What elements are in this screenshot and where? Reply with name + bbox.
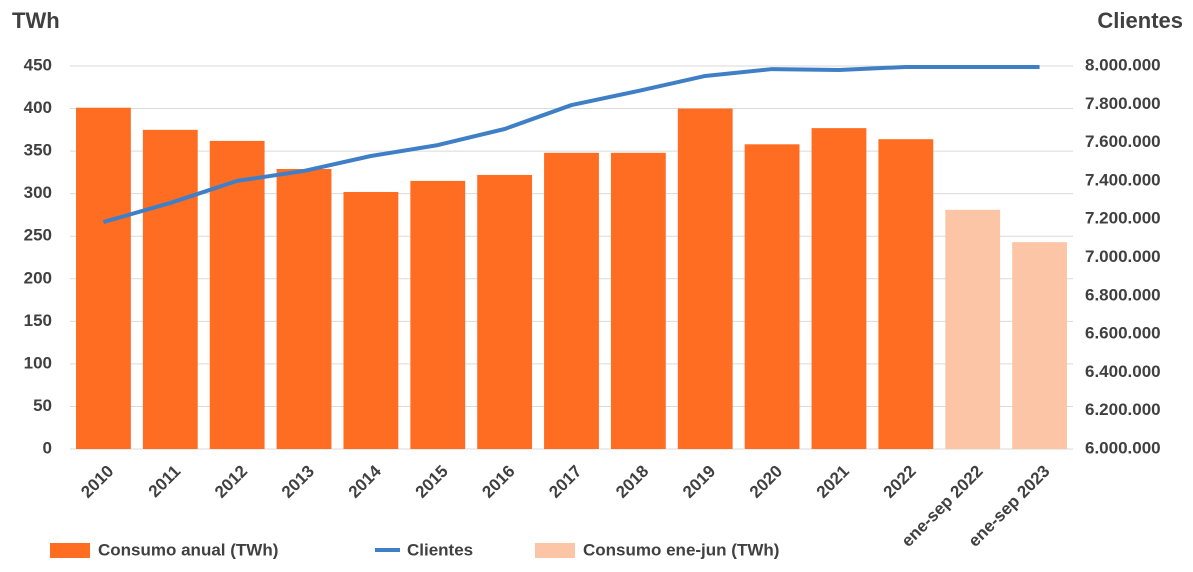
- legend-label: Consumo ene-jun (TWh): [583, 540, 779, 559]
- y-tick-label: 0: [43, 438, 52, 457]
- y2-tick-label: 7.400.000: [1085, 170, 1161, 189]
- y2-tick-label: 7.000.000: [1085, 247, 1161, 266]
- bar: [410, 180, 466, 449]
- y-tick-label: 150: [24, 311, 52, 330]
- x-tick-label: 2013: [278, 462, 318, 502]
- x-tick-label: 2010: [77, 462, 117, 502]
- bar: [610, 152, 666, 449]
- bar: [544, 152, 599, 449]
- bar: [945, 209, 1001, 449]
- bar: [142, 129, 198, 450]
- bar: [811, 128, 867, 449]
- bar: [76, 107, 131, 450]
- bar: [878, 139, 934, 449]
- y2-tick-label: 6.000.000: [1085, 438, 1161, 457]
- legend-label: Clientes: [407, 540, 473, 559]
- y-tick-label: 400: [24, 98, 52, 117]
- bar: [1012, 242, 1067, 449]
- bar: [343, 191, 399, 449]
- x-tick-label: 2014: [345, 461, 386, 502]
- y2-tick-label: 6.200.000: [1085, 400, 1161, 419]
- x-tick-label: 2016: [478, 462, 518, 502]
- legend-swatch: [50, 543, 90, 558]
- y-tick-label: 250: [24, 226, 52, 245]
- x-tick-label: 2017: [545, 462, 585, 502]
- y2-tick-label: 6.800.000: [1085, 285, 1161, 304]
- x-tick-label: 2015: [412, 462, 452, 502]
- y2-tick-label: 7.800.000: [1085, 94, 1161, 113]
- legend-swatch: [535, 543, 575, 558]
- x-tick-label: 2011: [145, 462, 185, 502]
- x-tick-label: 2021: [813, 462, 853, 502]
- y-tick-label: 50: [33, 396, 52, 415]
- bar: [209, 140, 265, 450]
- y-axis-title: TWh: [12, 8, 60, 33]
- x-tick-label: 2019: [679, 462, 719, 502]
- y2-tick-label: 6.600.000: [1085, 324, 1161, 343]
- bar: [477, 174, 533, 450]
- y2-tick-label: 7.600.000: [1085, 132, 1161, 151]
- y2-tick-label: 8.000.000: [1085, 55, 1161, 74]
- bar: [744, 144, 800, 449]
- bar: [677, 108, 733, 450]
- x-tick-label: 2012: [211, 462, 251, 502]
- bar: [276, 168, 332, 450]
- y-tick-label: 200: [24, 268, 52, 287]
- y2-tick-label: 7.200.000: [1085, 209, 1161, 228]
- line: [102, 64, 1040, 224]
- y-tick-label: 300: [24, 183, 52, 202]
- y-tick-label: 450: [24, 55, 52, 74]
- y-tick-label: 100: [24, 353, 52, 372]
- x-tick-label: 2020: [746, 462, 786, 502]
- x-tick-label: 2022: [880, 462, 920, 502]
- y-tick-label: 350: [24, 141, 52, 160]
- y2-tick-label: 6.400.000: [1085, 362, 1161, 381]
- y2-axis-title: Clientes: [1097, 8, 1183, 33]
- legend-label: Consumo anual (TWh): [98, 540, 278, 559]
- x-tick-label: 2018: [612, 462, 652, 502]
